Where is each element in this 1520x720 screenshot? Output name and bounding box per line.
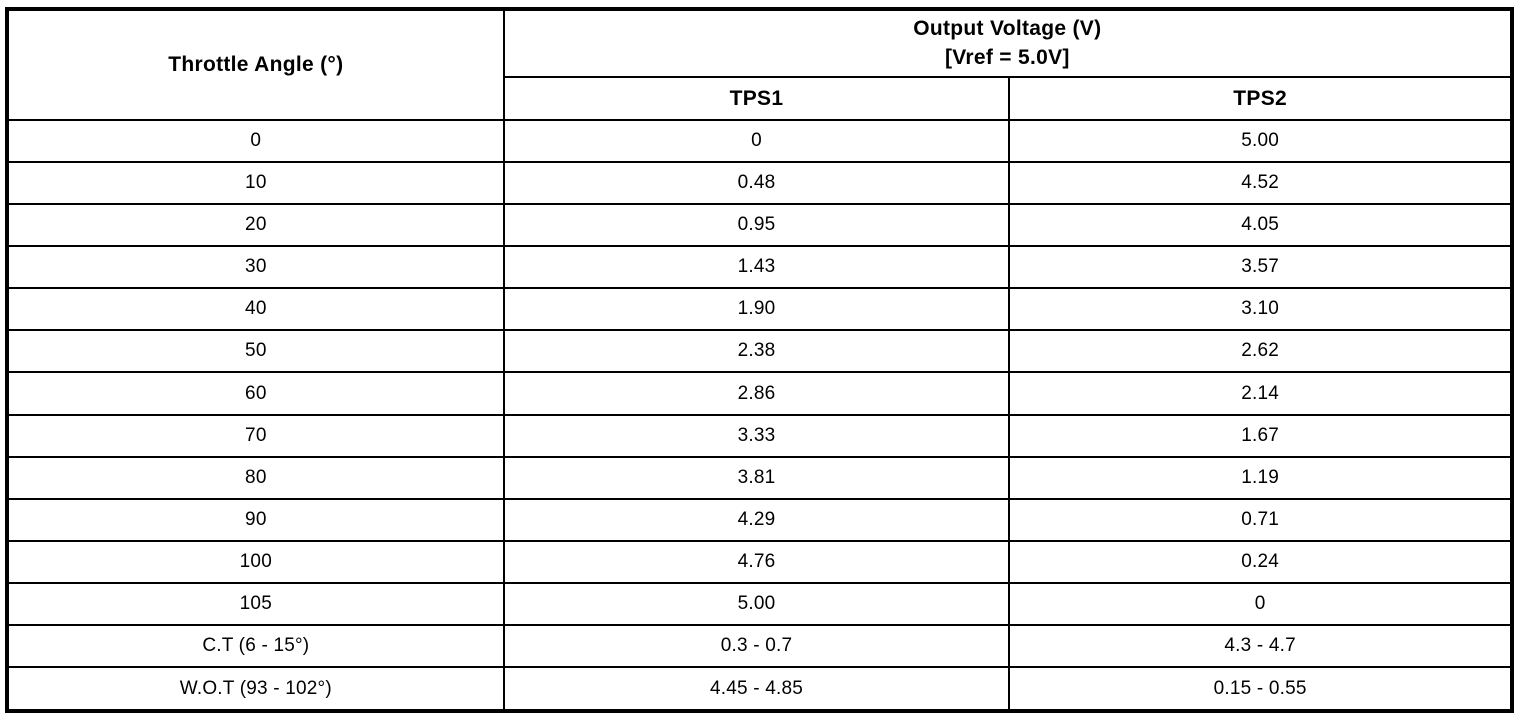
throttle-angle-cell: 60 — [6, 371, 505, 416]
table-row: 40 1.90 3.10 — [6, 287, 1513, 332]
tps2-cell: 5.00 — [1008, 118, 1513, 164]
tps2-cell: 0.71 — [1008, 497, 1513, 542]
tps1-cell: 0 — [502, 118, 1011, 164]
throttle-angle-cell: 105 — [6, 581, 505, 626]
tps2-cell: 4.3 - 4.7 — [1008, 623, 1513, 669]
tps1-cell: 1.43 — [502, 245, 1011, 290]
throttle-angle-cell: 0 — [6, 118, 505, 164]
throttle-angle-cell: 30 — [6, 245, 505, 290]
output-voltage-header: Output Voltage (V) [Vref = 5.0V] — [502, 8, 1514, 78]
table-row: W.O.T (93 - 102°) 4.45 - 4.85 0.15 - 0.5… — [6, 666, 1513, 712]
tps2-cell: 4.05 — [1008, 203, 1513, 248]
tps2-cell: 0.15 - 0.55 — [1008, 666, 1513, 712]
tps1-cell: 4.45 - 4.85 — [502, 666, 1011, 712]
tps2-cell: 1.19 — [1008, 455, 1513, 500]
throttle-position-sensor-table: Throttle Angle (°) Output Voltage (V) [V… — [5, 7, 1514, 713]
throttle-angle-header: Throttle Angle (°) — [6, 8, 505, 121]
tps1-cell: 5.00 — [502, 581, 1011, 626]
output-voltage-header-line1: Output Voltage (V) — [913, 17, 1102, 41]
table-row: 50 2.38 2.62 — [6, 329, 1513, 374]
table-header-row-sub: TPS1 TPS2 — [7, 76, 1513, 121]
tps1-cell: 2.38 — [502, 329, 1011, 374]
tps2-cell: 3.10 — [1008, 287, 1513, 332]
tps2-cell: 2.62 — [1008, 329, 1513, 374]
table-row: 100 4.76 0.24 — [6, 539, 1513, 584]
throttle-angle-cell: W.O.T (93 - 102°) — [6, 666, 505, 712]
tps2-cell: 0 — [1008, 581, 1513, 626]
throttle-angle-cell: 70 — [6, 413, 505, 458]
throttle-angle-cell: 50 — [6, 329, 505, 374]
tps2-cell: 3.57 — [1008, 245, 1513, 290]
tps1-cell: 4.29 — [502, 497, 1011, 542]
table-header-row-top: Throttle Angle (°) Output Voltage (V) [V… — [6, 8, 1514, 121]
tps2-cell: 0.24 — [1008, 539, 1513, 584]
throttle-angle-cell: 20 — [6, 203, 505, 248]
table-row: 80 3.81 1.19 — [6, 455, 1513, 500]
table-row: 90 4.29 0.71 — [6, 497, 1513, 542]
throttle-angle-cell: 40 — [6, 287, 505, 332]
table-row: 105 5.00 0 — [6, 581, 1513, 626]
tps1-cell: 0.95 — [502, 203, 1011, 248]
output-voltage-header-line2: [Vref = 5.0V] — [944, 45, 1070, 69]
throttle-angle-cell: 10 — [6, 161, 505, 206]
tps1-cell: 2.86 — [502, 371, 1011, 416]
tps2-cell: 4.52 — [1008, 161, 1513, 206]
table-row: 60 2.86 2.14 — [6, 371, 1513, 416]
tps1-cell: 3.33 — [502, 413, 1011, 458]
table-row: 30 1.43 3.57 — [6, 245, 1513, 290]
table-row: 70 3.33 1.67 — [6, 413, 1513, 458]
tps1-cell: 0.48 — [502, 161, 1011, 206]
tps1-cell: 4.76 — [502, 539, 1011, 584]
throttle-angle-cell: 100 — [6, 539, 505, 584]
table-row: 10 0.48 4.52 — [6, 161, 1513, 206]
tps2-cell: 1.67 — [1008, 413, 1513, 458]
tps1-column-header: TPS1 — [502, 76, 1011, 121]
throttle-angle-cell: 80 — [6, 455, 505, 500]
tps2-column-header: TPS2 — [1008, 76, 1513, 121]
throttle-angle-cell: C.T (6 - 15°) — [6, 623, 505, 669]
table-row: 20 0.95 4.05 — [6, 203, 1513, 248]
tps2-cell: 2.14 — [1008, 371, 1513, 416]
tps1-cell: 0.3 - 0.7 — [502, 623, 1011, 669]
tps1-cell: 3.81 — [502, 455, 1011, 500]
throttle-angle-cell: 90 — [6, 497, 505, 542]
table-row: 0 0 5.00 — [6, 118, 1513, 164]
tps1-cell: 1.90 — [502, 287, 1011, 332]
table-row: C.T (6 - 15°) 0.3 - 0.7 4.3 - 4.7 — [6, 623, 1513, 669]
